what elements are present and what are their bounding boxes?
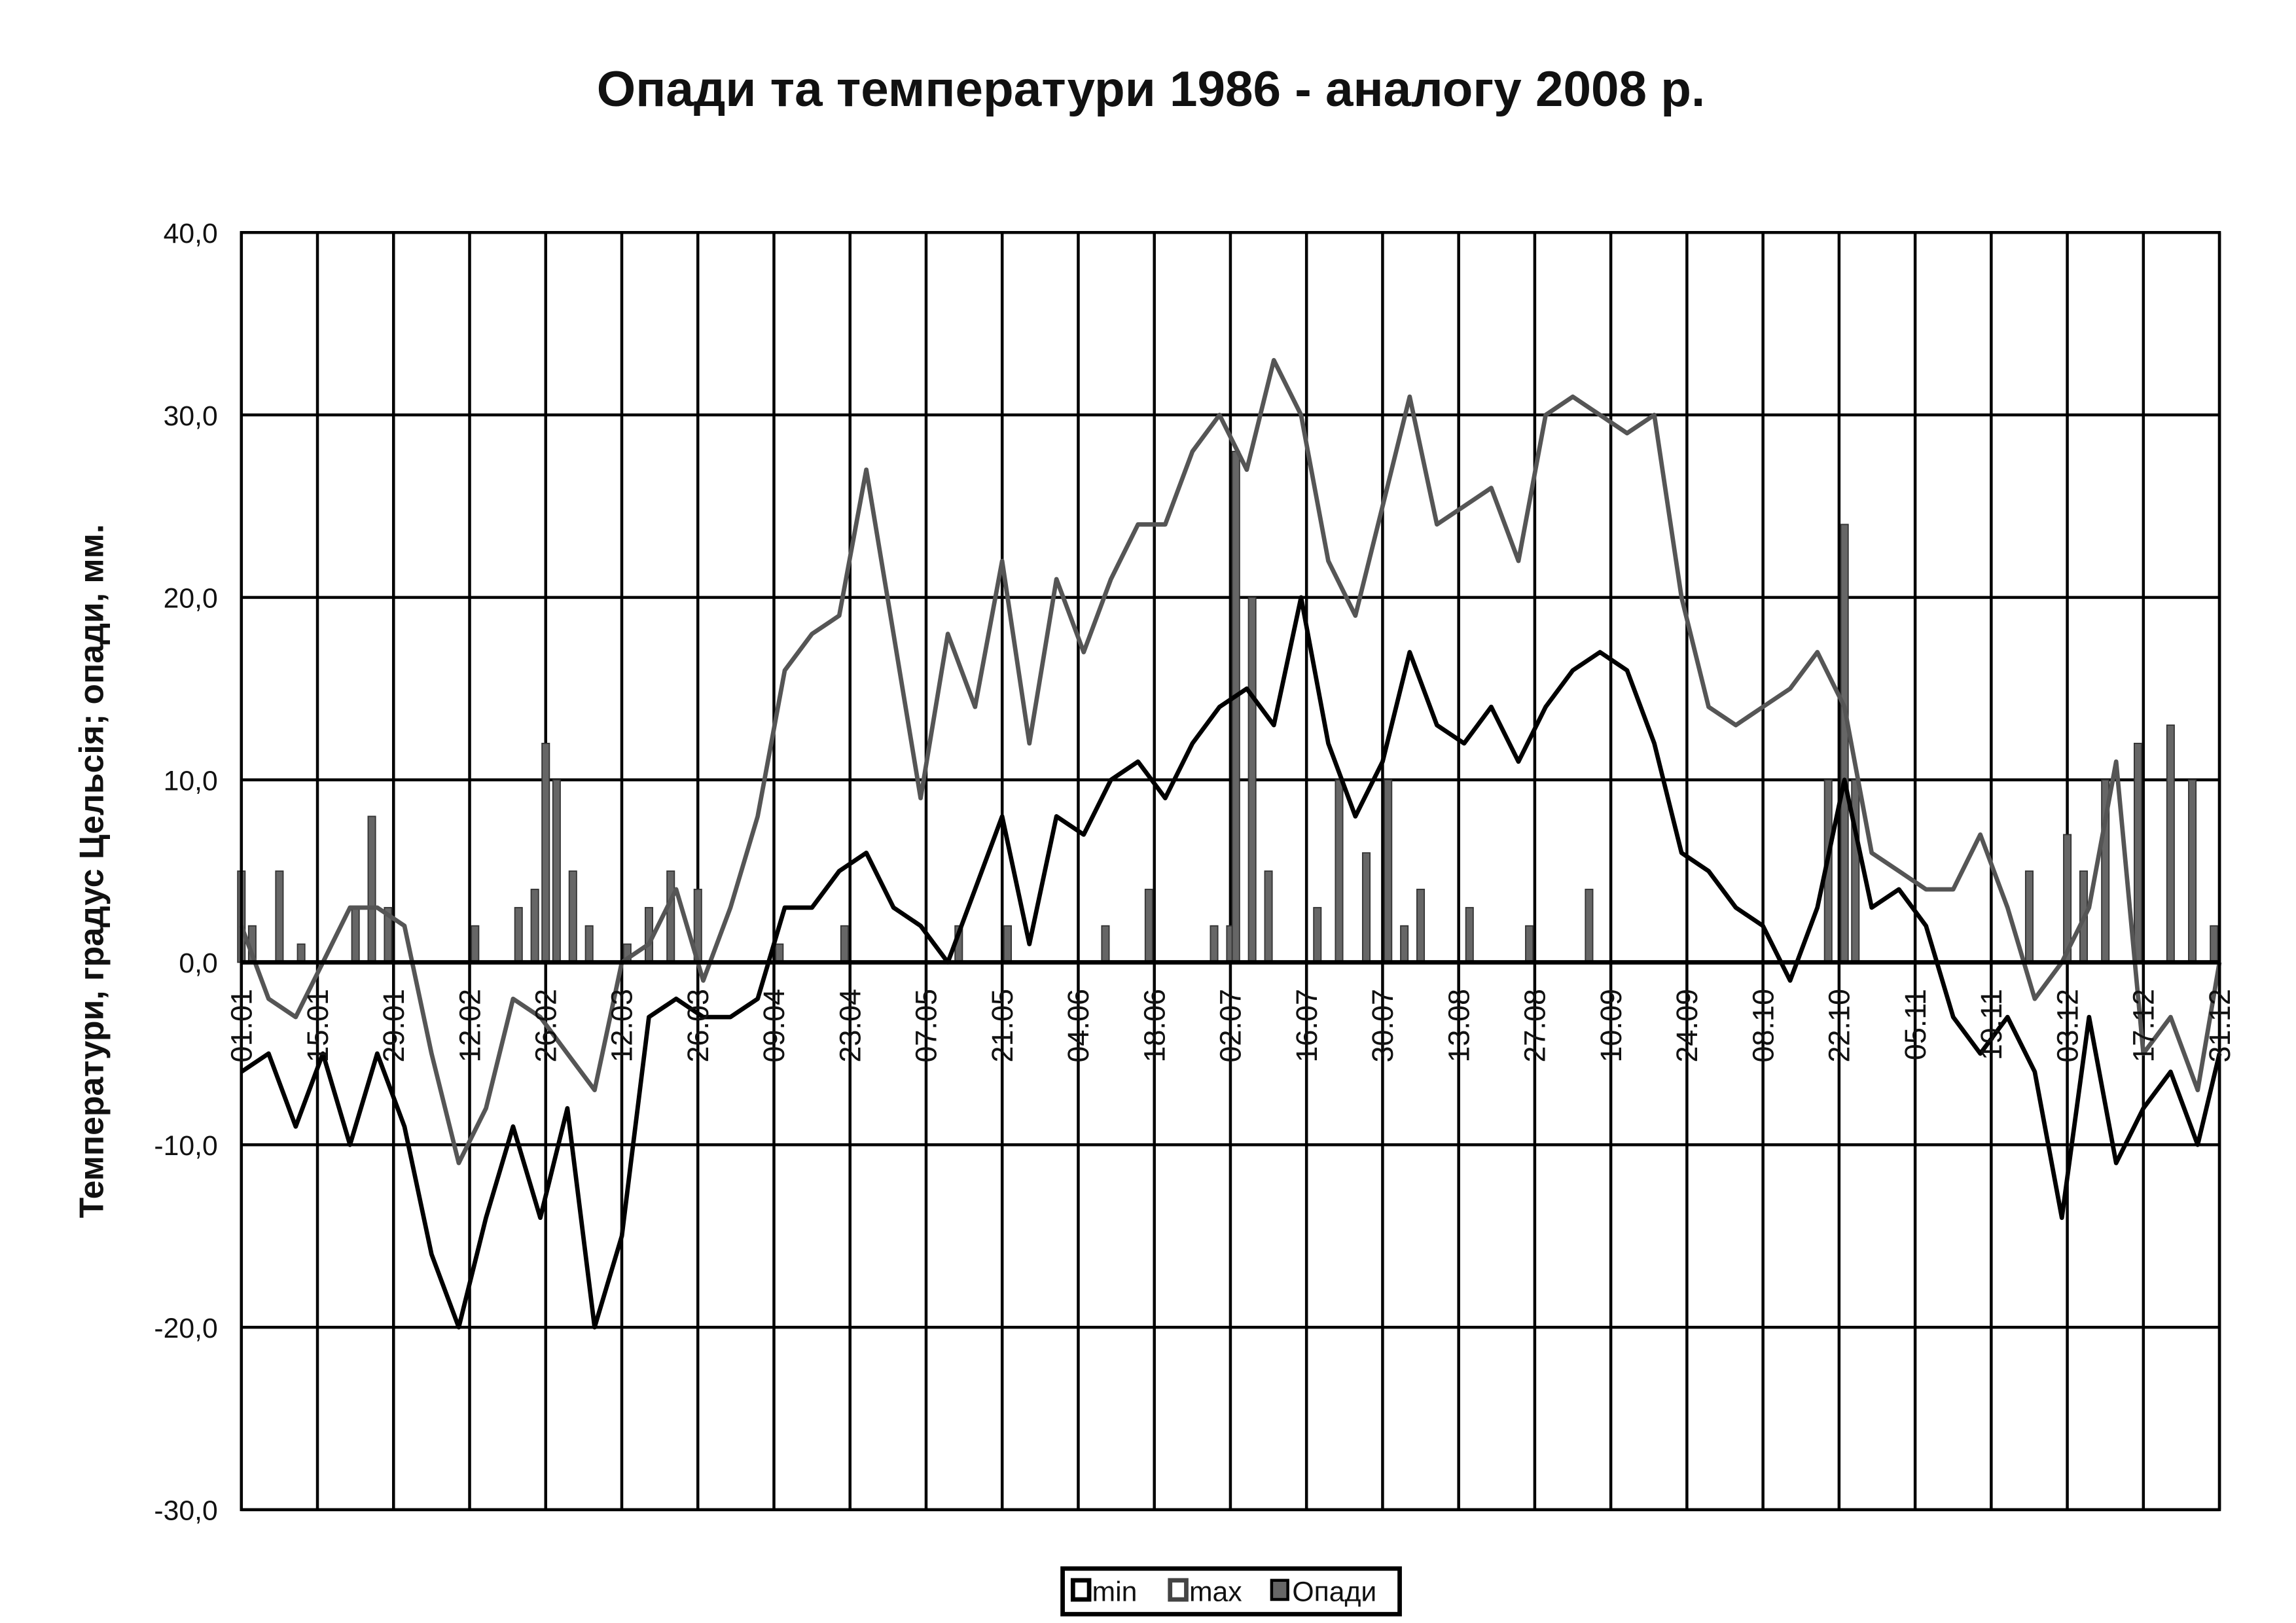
temperature-lines (239, 358, 2222, 1330)
x-tick-label: 30.07 (1366, 989, 1399, 1063)
legend-label-max: max (1189, 1576, 1242, 1607)
precipitation-bar (351, 906, 360, 963)
precipitation-bar (2166, 724, 2175, 963)
x-tick-label: 08.10 (1746, 989, 1780, 1063)
precipitation-bar (666, 870, 675, 963)
x-tick-label: 10.09 (1594, 989, 1628, 1063)
legend-label-min: min (1092, 1576, 1138, 1607)
x-tick-label: 18.06 (1138, 989, 1171, 1063)
x-tick-label: 19.11 (1975, 989, 2008, 1060)
x-tick-label: 12.03 (605, 989, 639, 1063)
x-tick-label: 17.12 (2127, 989, 2161, 1063)
precipitation-bar (1210, 925, 1219, 963)
x-tick-label: 02.07 (1214, 989, 1247, 1063)
x-tick-label: 21.05 (986, 989, 1019, 1063)
x-tick-label: 12.02 (453, 989, 486, 1063)
x-tick-label: 29.01 (377, 989, 410, 1063)
y-tick-label: 40,0 (164, 218, 218, 249)
precipitation-bar (584, 925, 594, 963)
series-line-max (239, 358, 2222, 1166)
precipitation-bar (1144, 889, 1153, 963)
precipitation-bar (2210, 925, 2219, 963)
x-tick-label: 09.04 (757, 989, 791, 1063)
gridlines (240, 231, 2221, 1512)
precipitation-bar (840, 925, 849, 963)
plot-frame (240, 231, 2221, 1512)
precipitation-bar (530, 889, 539, 963)
precipitation-bar (1416, 889, 1426, 963)
precipitation-bar (2024, 870, 2034, 963)
y-tick-label: -30,0 (154, 1495, 217, 1527)
x-tick-label: 26.03 (681, 989, 715, 1063)
x-tick-label: 15.01 (301, 989, 334, 1063)
x-tick-label: 24.09 (1670, 989, 1704, 1063)
x-tick-label: 05.11 (1899, 989, 1932, 1060)
precipitation-bar (1585, 889, 1594, 963)
precipitation-bar (275, 870, 284, 963)
precipitation-bar (1384, 779, 1393, 963)
precipitation-bar (1231, 450, 1240, 963)
tick-labels: 40,0 30,0 20,0 10,0 0,0 -10,0 -20,0 -30,0 01.01 1… (154, 218, 2236, 1527)
y-tick-label: 10,0 (164, 765, 218, 796)
precipitation-bar (367, 815, 376, 963)
y-tick-label: -10,0 (154, 1130, 217, 1162)
x-tick-label: 04.06 (1062, 989, 1095, 1063)
x-tick-label: 22.10 (1823, 989, 1856, 1063)
axes (240, 231, 2221, 1512)
x-tick-label: 03.12 (2051, 989, 2084, 1063)
precipitation-bar (1264, 870, 1273, 963)
precipitation-bar (471, 925, 480, 963)
precipitation-bar (1361, 852, 1371, 963)
precipitation-bar (296, 943, 306, 963)
legend: min max Опади (1060, 1566, 1402, 1616)
precipitation-bar (775, 943, 784, 963)
x-tick-label: 01.01 (225, 989, 259, 1063)
precipitation-bar (1101, 925, 1110, 963)
precipitation-bar (2188, 779, 2197, 963)
precipitation-bar (1335, 779, 1344, 963)
x-tick-label: 16.07 (1290, 989, 1323, 1063)
precipitation-bar (514, 906, 523, 963)
y-axis-label: Температури, градус Цельсія; опади, мм. (72, 524, 110, 1219)
precipitation-bar (552, 779, 561, 963)
series-line-min (240, 595, 2222, 1330)
x-tick-label: 26.02 (529, 989, 562, 1063)
precipitation-bar (2134, 742, 2143, 963)
precipitation-bar (541, 742, 550, 963)
chart-title: Опади та температури 1986 - аналогу 2008… (597, 62, 1706, 117)
precipitation-bar (568, 870, 577, 963)
x-tick-label: 07.05 (910, 989, 943, 1063)
precipitation-bar (1313, 906, 1322, 963)
precipitation-bar (1400, 925, 1409, 963)
legend-swatch-max (1168, 1578, 1189, 1602)
legend-box (1060, 1566, 1402, 1616)
y-tick-label: 20,0 (164, 583, 218, 615)
x-tick-label: 27.08 (1518, 989, 1552, 1063)
precipitation-bar (1465, 906, 1474, 963)
precipitation-bar (1840, 524, 1849, 963)
legend-swatch-min (1070, 1578, 1092, 1602)
y-tick-label: 30,0 (164, 401, 218, 432)
x-tick-label: 31.12 (2203, 989, 2236, 1063)
legend-label-precipitation: Опади (1292, 1576, 1376, 1607)
precipitation-bar (1247, 596, 1257, 963)
x-tick-label: 13.08 (1442, 989, 1475, 1063)
precipitation-bars (237, 450, 2219, 963)
precipitation-bar (1851, 779, 1860, 963)
x-tick-label: 23.04 (833, 989, 867, 1063)
y-tick-label: 0,0 (179, 948, 217, 979)
y-tick-label: -20,0 (154, 1313, 217, 1344)
legend-swatch-precipitation (1270, 1578, 1289, 1601)
precipitation-bar (1525, 925, 1534, 963)
precipitation-bar (1003, 925, 1013, 963)
